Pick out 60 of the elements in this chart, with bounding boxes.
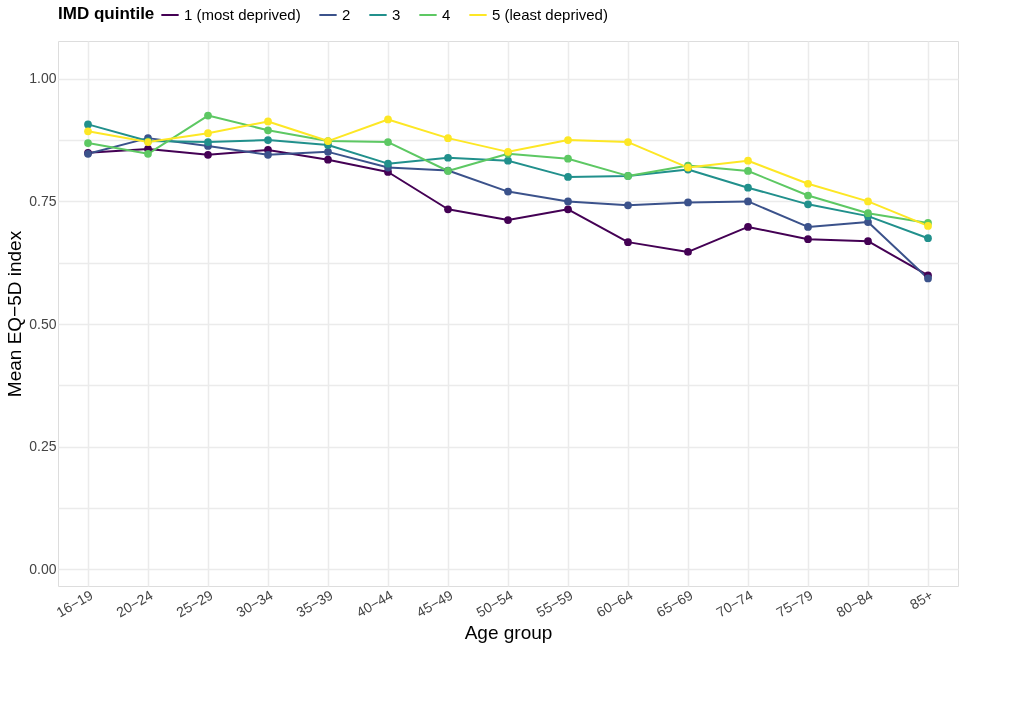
point [864,237,872,246]
point [384,159,392,168]
point [864,197,872,206]
point [804,223,812,231]
point [84,120,92,129]
legend-label: 3 [392,6,401,23]
point [444,134,452,142]
point [564,154,572,163]
point [684,248,692,256]
point [564,136,572,144]
y-tick-label: 0.50 [29,315,57,332]
point [84,127,92,136]
point [444,153,452,162]
point [264,126,272,135]
y-tick-label: 0.75 [29,192,57,209]
point [564,197,572,206]
point [744,156,752,165]
point [324,148,332,156]
point [384,138,392,146]
point [624,201,632,210]
point [504,187,512,196]
point [744,197,752,206]
point [624,238,632,246]
point [204,129,212,138]
point [384,115,392,124]
y-tick-label: 0.00 [29,560,57,577]
point [204,111,212,120]
legend-label: 1 (most deprived) [184,6,301,23]
point [264,136,272,144]
point [84,139,92,147]
point [804,235,812,244]
point [744,167,752,175]
point [564,205,572,214]
point [684,198,692,207]
point [504,156,512,165]
point [624,138,632,146]
point [144,149,152,158]
point [204,150,212,159]
y-axis-title: Mean EQ−5D index [4,230,26,398]
point [264,150,272,159]
point [804,200,812,209]
legend-label: 5 (least deprived) [492,6,608,23]
y-tick-label: 0.25 [29,438,57,455]
point [804,191,812,200]
point [744,223,752,231]
point [444,205,452,214]
point [204,138,212,146]
x-axis-title: Age group [464,622,553,644]
legend-label: 4 [442,6,451,23]
point [324,155,332,164]
point [504,216,512,224]
legend-title: IMD quintile [58,4,155,23]
point [564,173,572,181]
legend-label: 2 [342,6,351,23]
y-tick-label: 1.00 [29,70,57,87]
x-tick-label: 85+ [906,586,936,613]
point [804,179,812,188]
point [744,183,752,192]
point [924,234,932,243]
point [264,117,272,126]
